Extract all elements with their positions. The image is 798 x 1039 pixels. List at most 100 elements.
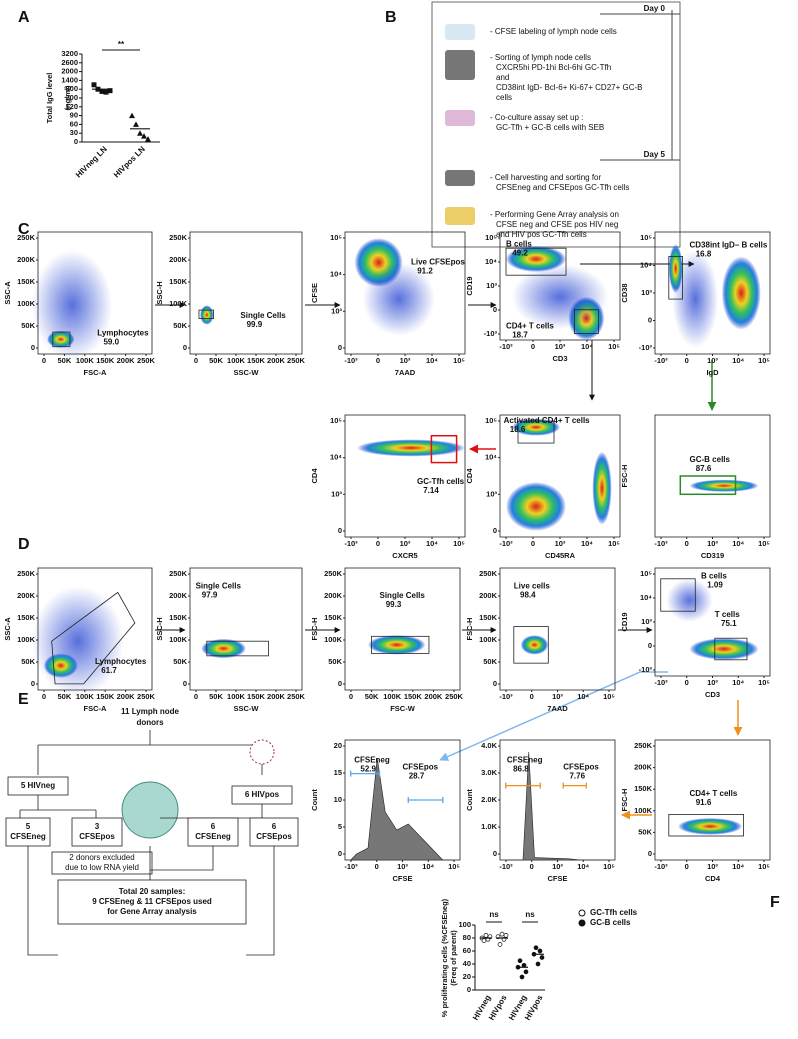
flow-plot bbox=[343, 414, 466, 539]
panel-label: B bbox=[385, 9, 397, 26]
y-tick-label: 200K bbox=[169, 255, 188, 264]
protocol-step: - CFSE labeling of lymph node cells bbox=[490, 27, 617, 36]
y-tick-label: 100K bbox=[324, 635, 343, 644]
y-axis-label: FSC-H bbox=[620, 789, 629, 812]
y-axis-label: CD4 bbox=[310, 468, 319, 484]
node-box bbox=[57, 879, 247, 925]
x-tick-label: 0 bbox=[685, 539, 689, 548]
x-tick-label: 250K bbox=[287, 692, 306, 701]
icon bbox=[445, 207, 475, 225]
gate-value: 91.6 bbox=[696, 798, 712, 807]
x-tick-label: 250K bbox=[137, 356, 156, 365]
protocol-step: CD38int IgD- Bcl-6+ Ki-67+ CD27+ GC-B bbox=[496, 83, 643, 92]
protocol-step: cells bbox=[496, 93, 512, 102]
x-tick-label: -10³ bbox=[654, 356, 668, 365]
y-tick-label: 10³ bbox=[486, 489, 497, 498]
plot-frame bbox=[344, 414, 466, 538]
icon bbox=[445, 110, 475, 126]
x-tick-label: 50K bbox=[58, 692, 72, 701]
significance: ** bbox=[118, 40, 125, 49]
x-axis-label: CD45RA bbox=[545, 551, 576, 560]
x-tick-label: 200K bbox=[117, 356, 136, 365]
x-tick-label: -10³ bbox=[344, 862, 358, 871]
x-tick-label: 0 bbox=[685, 356, 689, 365]
y-tick-label: 100K bbox=[479, 635, 498, 644]
density bbox=[592, 451, 612, 525]
flow-plot bbox=[343, 231, 466, 356]
x-axis-label: CD3 bbox=[552, 354, 567, 363]
x-tick-label: 0 bbox=[375, 862, 379, 871]
x-axis-label: CFSE bbox=[547, 874, 567, 883]
gate bbox=[574, 309, 599, 334]
x-tick-label: -10³ bbox=[654, 678, 668, 687]
x-tick-label: -10³ bbox=[499, 692, 513, 701]
y-tick-label: 100K bbox=[634, 806, 653, 815]
gate-name: Single Cells bbox=[240, 311, 286, 320]
y-tick-label: 10⁴ bbox=[640, 260, 652, 269]
flow-plot bbox=[498, 231, 621, 342]
flow-plot bbox=[32, 231, 153, 361]
x-tick-label: -10³ bbox=[499, 862, 513, 871]
point bbox=[535, 961, 541, 967]
x-tick-label: 0 bbox=[685, 862, 689, 871]
gate-name: Lymphocytes bbox=[95, 657, 147, 666]
y-tick-label: 0 bbox=[31, 343, 35, 352]
y-tick-label: 10⁵ bbox=[330, 416, 342, 425]
x-tick-label: 0 bbox=[530, 692, 534, 701]
y-tick-label: 150K bbox=[634, 784, 653, 793]
icon bbox=[445, 50, 475, 80]
x-tick-label: 100K bbox=[383, 692, 402, 701]
x-tick-label: 10³ bbox=[555, 342, 566, 351]
plot-frame bbox=[344, 567, 461, 691]
gate bbox=[679, 475, 737, 496]
x-tick-label: 200K bbox=[267, 692, 286, 701]
x-axis-label: SSC-W bbox=[234, 704, 260, 713]
x-tick-label: 10⁴ bbox=[732, 678, 744, 687]
flow-plot bbox=[188, 567, 303, 692]
y-tick-label: 0 bbox=[338, 343, 342, 352]
x-axis-label: FSC-W bbox=[390, 704, 415, 713]
density bbox=[678, 818, 743, 835]
flow-plot bbox=[498, 414, 621, 539]
panel-label: D bbox=[18, 536, 30, 553]
gate-value: 97.9 bbox=[202, 590, 218, 599]
y-tick-label: 1.0K bbox=[481, 822, 497, 831]
point bbox=[141, 133, 147, 139]
density bbox=[200, 305, 214, 325]
node-label: 9 CFSEneg & 11 CFSEpos used bbox=[92, 897, 212, 906]
x-tick-label: 150K bbox=[404, 692, 423, 701]
y-tick-label: 10⁴ bbox=[485, 257, 497, 266]
x-tick-label: 10⁵ bbox=[758, 862, 770, 871]
plot-frame bbox=[189, 567, 303, 691]
protocol-step: - Performing Gene Array analysis on bbox=[490, 210, 619, 219]
x-tick-label: -10³ bbox=[499, 342, 513, 351]
protocol-step: and bbox=[496, 73, 509, 82]
y-tick-label: 0 bbox=[648, 315, 652, 324]
y-tick-label: 50K bbox=[483, 657, 497, 666]
y-axis-label: (ng/ml) bbox=[63, 85, 72, 110]
y-axis-label: Total IgG level bbox=[45, 73, 54, 124]
x-tick-label: 200K bbox=[424, 692, 443, 701]
gate bbox=[198, 309, 214, 320]
x-tick-label: 50K bbox=[365, 692, 379, 701]
node-label: 6 bbox=[272, 822, 277, 831]
y-tick-label: 200K bbox=[17, 255, 36, 264]
y-tick-label: 200 bbox=[65, 93, 78, 102]
point bbox=[517, 958, 523, 964]
y-tick-label: 10³ bbox=[331, 306, 342, 315]
x-tick-label: 200K bbox=[117, 692, 136, 701]
x-tick-label: 0 bbox=[42, 692, 46, 701]
x-tick-label: 50K bbox=[58, 356, 72, 365]
gate bbox=[668, 814, 744, 837]
x-tick-label: 10⁵ bbox=[608, 539, 620, 548]
node-label: donors bbox=[136, 718, 164, 727]
point bbox=[523, 969, 529, 975]
x-tick-label: -10³ bbox=[654, 539, 668, 548]
range-gate bbox=[407, 797, 444, 803]
x-tick-label: 10⁴ bbox=[426, 356, 438, 365]
y-tick-label: 0 bbox=[183, 343, 187, 352]
y-tick-label: 100K bbox=[17, 635, 36, 644]
density bbox=[32, 586, 124, 697]
x-tick-label: 10³ bbox=[707, 539, 718, 548]
